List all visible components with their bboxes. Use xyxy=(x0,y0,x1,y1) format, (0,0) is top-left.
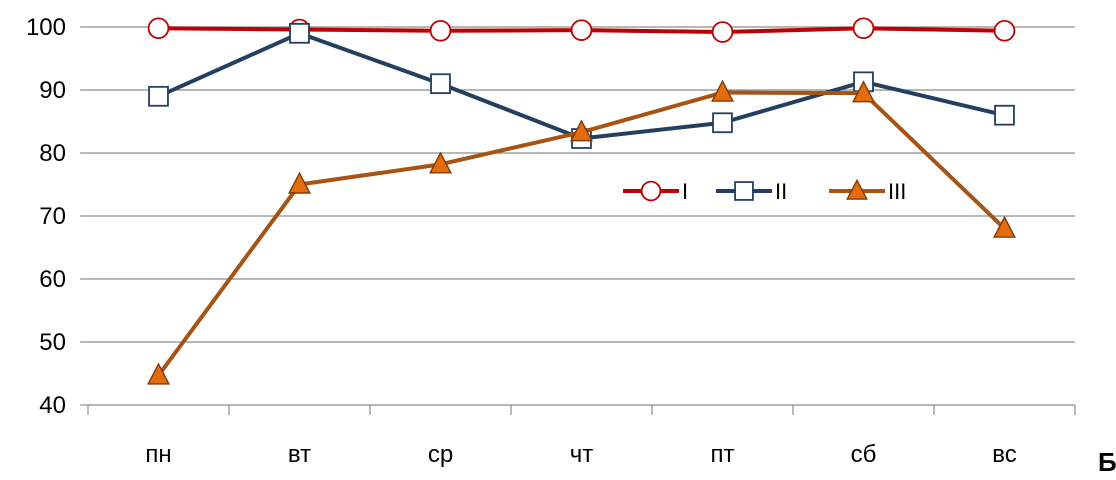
data-point-I-вс xyxy=(993,19,1016,42)
y-tick-label-70: 70 xyxy=(39,203,66,230)
x-tick-label-6: вс xyxy=(992,441,1016,468)
data-point-II-пн xyxy=(148,85,169,107)
y-tick-label-80: 80 xyxy=(39,140,66,167)
legend: I II III xyxy=(623,178,906,204)
data-point-III-ср xyxy=(428,151,453,174)
series-III xyxy=(146,79,1017,385)
y-tick-label-50: 50 xyxy=(39,329,66,356)
legend-label-II: II xyxy=(775,179,787,204)
data-point-III-сб xyxy=(851,80,876,103)
x-tick-label-3: чт xyxy=(570,441,594,468)
data-point-I-пт xyxy=(711,21,734,43)
corner-label: Б xyxy=(1098,447,1116,475)
legend-marker-II xyxy=(734,181,754,201)
y-tick-label-90: 90 xyxy=(39,77,66,104)
legend-label-I: I xyxy=(682,179,688,204)
data-point-III-вс xyxy=(992,215,1017,238)
series-lines xyxy=(146,17,1017,385)
y-tick-label-100: 100 xyxy=(26,14,66,41)
y-tick-label-40: 40 xyxy=(39,392,66,419)
x-tick-label-2: ср xyxy=(428,441,453,468)
x-tick-label-5: сб xyxy=(851,441,877,468)
data-point-II-вс xyxy=(994,104,1015,126)
x-tick-label-4: пт xyxy=(711,441,735,468)
grid-lines xyxy=(88,26,1075,343)
x-axis-tick-labels: пн вт ср чт пт сб вс xyxy=(145,441,1016,468)
legend-label-III: III xyxy=(888,179,906,204)
data-point-III-пт xyxy=(710,79,735,102)
data-point-I-ср xyxy=(429,19,452,42)
legend-item-III: III xyxy=(829,178,906,204)
data-point-II-вт xyxy=(289,22,310,44)
legend-item-I: I xyxy=(623,179,688,204)
data-point-III-чт xyxy=(569,119,594,142)
data-point-II-пт xyxy=(712,112,733,134)
data-point-I-сб xyxy=(852,17,875,40)
data-point-I-чт xyxy=(570,19,593,41)
data-point-III-вт xyxy=(287,171,312,194)
data-point-II-ср xyxy=(430,73,451,95)
data-point-III-пн xyxy=(146,362,171,385)
series-I xyxy=(147,17,1016,43)
x-tick-label-1: вт xyxy=(288,441,311,468)
y-tick-label-60: 60 xyxy=(39,266,66,293)
legend-marker-III xyxy=(846,178,868,200)
y-axis-tick-labels: 40 50 60 70 80 90 100 xyxy=(26,14,66,419)
x-axis xyxy=(80,26,1076,415)
x-tick-label-0: пн xyxy=(145,441,171,468)
data-point-I-пн xyxy=(147,17,170,40)
legend-marker-I xyxy=(640,180,662,202)
legend-item-II: II xyxy=(716,179,787,204)
